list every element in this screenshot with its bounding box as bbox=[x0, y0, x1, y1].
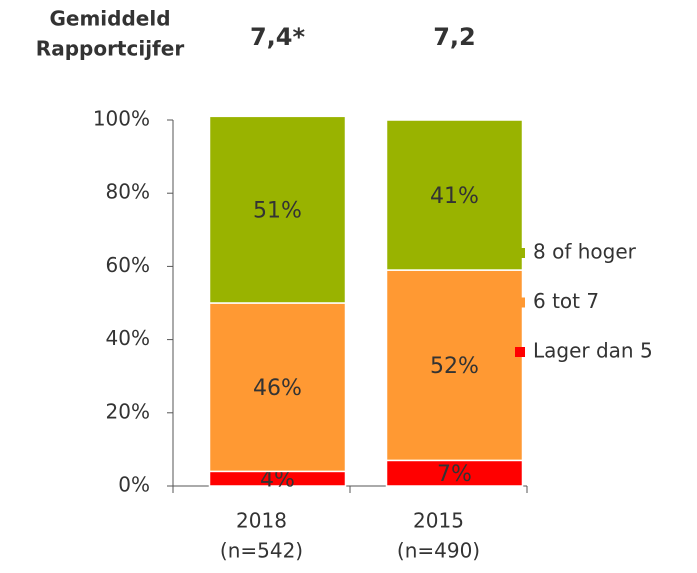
bar-segment bbox=[385, 119, 524, 271]
bar-segment bbox=[208, 302, 347, 473]
header-label: Gemiddeld bbox=[49, 7, 170, 31]
data-label: 46% bbox=[253, 376, 302, 401]
x-tick-note: (n=542) bbox=[220, 539, 303, 563]
header-label: Rapportcijfer bbox=[36, 37, 185, 61]
data-label: 7% bbox=[437, 462, 472, 487]
legend-swatch bbox=[515, 297, 525, 308]
x-tick-label: 2015 bbox=[413, 509, 464, 533]
x-tick-note: (n=490) bbox=[397, 539, 480, 563]
bar-segment bbox=[385, 269, 524, 462]
data-label: 51% bbox=[253, 199, 302, 224]
legend-swatch bbox=[515, 248, 525, 258]
y-tick-label: 80% bbox=[106, 180, 150, 204]
y-tick-label: 0% bbox=[118, 473, 150, 497]
legend-swatch bbox=[515, 347, 525, 357]
data-label: 52% bbox=[430, 354, 479, 379]
y-tick-label: 60% bbox=[106, 253, 150, 277]
y-tick-label: 20% bbox=[106, 399, 150, 423]
header-score: 7,2 bbox=[433, 23, 476, 51]
legend-label: Lager dan 5 bbox=[533, 339, 653, 363]
bar-segment bbox=[208, 115, 347, 304]
y-tick-label: 100% bbox=[93, 107, 150, 131]
x-tick-label: 2018 bbox=[236, 509, 287, 533]
legend-label: 8 of hoger bbox=[533, 240, 637, 264]
y-tick-label: 40% bbox=[106, 326, 150, 350]
data-label: 41% bbox=[430, 184, 479, 209]
header-score: 7,4* bbox=[250, 23, 306, 51]
legend-label: 6 tot 7 bbox=[533, 289, 599, 313]
